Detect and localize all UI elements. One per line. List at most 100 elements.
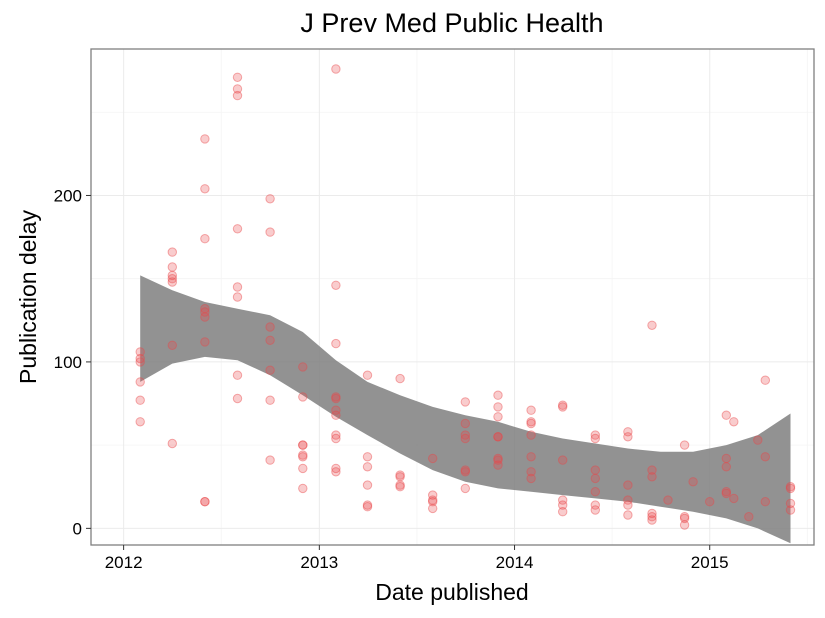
- y-tick-label: 0: [73, 519, 82, 538]
- data-point: [395, 480, 405, 490]
- data-point: [526, 405, 536, 415]
- data-point: [331, 433, 341, 444]
- data-point: [679, 513, 690, 524]
- data-point: [729, 417, 739, 427]
- data-point: [460, 397, 470, 407]
- x-axis: 2012 2013 2014 2015: [105, 545, 729, 572]
- scatter-points: [135, 64, 796, 530]
- data-point: [167, 270, 178, 281]
- data-point: [167, 274, 178, 284]
- data-point: [590, 473, 600, 484]
- data-point: [526, 417, 536, 427]
- data-point: [647, 515, 657, 525]
- data-point: [460, 467, 470, 477]
- data-point: [558, 402, 568, 412]
- data-point: [362, 500, 373, 510]
- data-point: [200, 304, 210, 314]
- data-point: [558, 400, 568, 410]
- data-point: [526, 430, 536, 440]
- data-point: [362, 452, 373, 462]
- data-point: [760, 497, 770, 507]
- data-point: [265, 335, 275, 345]
- data-point: [623, 480, 633, 490]
- data-point: [331, 393, 341, 404]
- y-tick-label: 100: [54, 353, 82, 372]
- data-point: [460, 483, 470, 494]
- data-point: [167, 262, 178, 272]
- data-point: [558, 507, 568, 517]
- data-point: [200, 312, 210, 322]
- data-point: [623, 495, 633, 505]
- data-point: [135, 357, 145, 367]
- data-point: [721, 453, 731, 464]
- data-point: [200, 234, 210, 244]
- data-point: [493, 412, 503, 422]
- data-point: [232, 84, 243, 94]
- data-point: [460, 433, 470, 444]
- data-point: [232, 393, 243, 404]
- data-point: [135, 377, 145, 387]
- data-point: [298, 483, 308, 494]
- data-point: [460, 430, 470, 440]
- data-point: [331, 467, 341, 477]
- data-point: [590, 433, 600, 444]
- data-point: [647, 465, 657, 475]
- smooth-band: [140, 275, 791, 544]
- data-point: [590, 430, 600, 440]
- data-point: [135, 353, 145, 364]
- data-point: [265, 194, 275, 204]
- data-point: [493, 432, 503, 442]
- data-point: [493, 402, 503, 412]
- chart-title: J Prev Med Public Health: [300, 8, 603, 38]
- data-point: [558, 500, 568, 510]
- data-point: [265, 227, 275, 237]
- data-point: [298, 440, 308, 450]
- data-point: [331, 410, 341, 420]
- data-point: [265, 365, 275, 375]
- data-point: [395, 482, 405, 492]
- data-point: [785, 482, 796, 492]
- y-axis: 0 100 200: [54, 186, 91, 538]
- data-point: [298, 450, 308, 460]
- data-point: [493, 453, 503, 464]
- data-point: [785, 483, 796, 494]
- y-axis-label: Publication delay: [15, 210, 41, 384]
- data-point: [460, 465, 470, 475]
- data-point: [623, 432, 633, 442]
- data-point: [679, 520, 690, 530]
- data-point: [460, 418, 470, 429]
- data-point: [679, 440, 690, 450]
- data-point: [590, 465, 600, 475]
- data-point: [721, 410, 731, 420]
- data-point: [200, 134, 210, 144]
- data-point: [135, 417, 145, 427]
- data-point: [167, 340, 178, 350]
- data-point: [395, 472, 405, 482]
- x-tick-label: 2014: [496, 553, 534, 572]
- data-point: [526, 418, 536, 429]
- data-point: [135, 395, 145, 405]
- data-point: [526, 473, 536, 484]
- data-point: [679, 512, 690, 522]
- data-point: [647, 512, 657, 522]
- data-point: [558, 455, 568, 465]
- data-point: [200, 497, 210, 507]
- data-point: [647, 472, 657, 482]
- data-point: [331, 430, 341, 440]
- data-point: [744, 512, 754, 522]
- x-tick-label: 2013: [300, 553, 338, 572]
- data-point: [135, 347, 145, 357]
- confidence-band: [140, 275, 791, 544]
- data-point: [232, 282, 243, 292]
- data-point: [647, 320, 657, 330]
- data-point: [265, 395, 275, 405]
- data-point: [232, 224, 243, 234]
- data-point: [298, 452, 308, 462]
- data-point: [428, 495, 438, 505]
- data-point: [298, 362, 308, 372]
- data-point: [647, 508, 657, 519]
- data-point: [331, 64, 341, 74]
- data-point: [298, 392, 308, 402]
- data-point: [785, 505, 796, 515]
